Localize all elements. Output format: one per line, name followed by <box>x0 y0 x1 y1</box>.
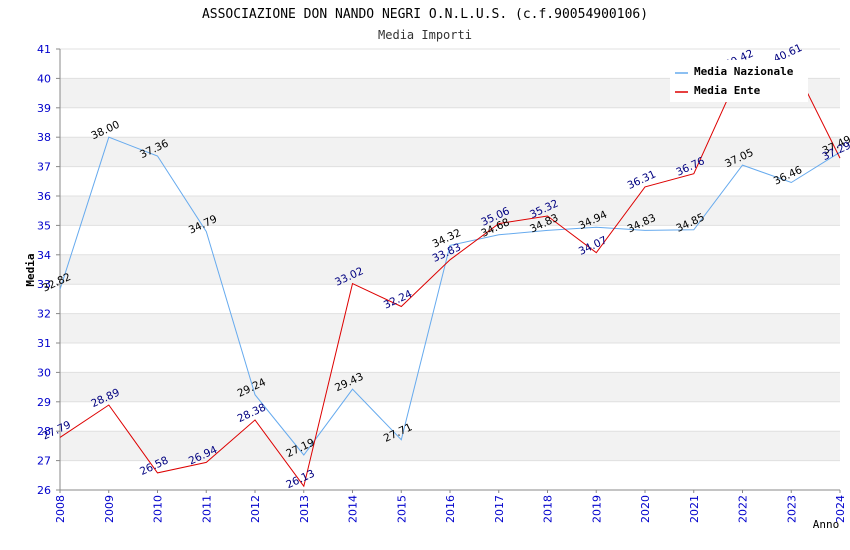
grid-bands <box>60 48 840 491</box>
series-lines <box>59 59 841 488</box>
y-tick-label: 34 <box>37 249 51 262</box>
x-axis-label: Anno <box>813 518 840 531</box>
legend-box <box>670 60 808 102</box>
y-tick-label: 30 <box>37 366 51 379</box>
grid-band <box>60 225 840 255</box>
chart-title: ASSOCIAZIONE DON NANDO NEGRI O.N.L.U.S. … <box>202 7 648 22</box>
x-tick-label: 2019 <box>590 495 603 523</box>
y-tick-label: 28 <box>37 425 51 438</box>
grid-band <box>60 431 840 461</box>
x-tick-label: 2009 <box>103 495 116 523</box>
y-tick-label: 27 <box>37 455 51 468</box>
grid-band <box>60 343 840 373</box>
y-tick-label: 31 <box>37 337 51 350</box>
x-tick-label: 2014 <box>347 495 360 523</box>
x-tick-label: 2012 <box>249 495 262 523</box>
grid-band <box>60 284 840 314</box>
y-axis-label: Media <box>24 253 37 286</box>
grid-band <box>60 137 840 167</box>
x-tick-label: 2018 <box>542 495 555 523</box>
y-tick-label: 29 <box>37 396 51 409</box>
x-tick-label: 2020 <box>639 495 652 523</box>
grid-band <box>60 401 840 432</box>
series-line-media-ente <box>59 59 841 488</box>
y-tick-label: 40 <box>37 72 51 85</box>
y-tick-label: 35 <box>37 219 51 232</box>
series-line-media-nazionale <box>59 136 841 456</box>
grid-band <box>60 166 840 196</box>
y-tick-label: 39 <box>37 102 51 115</box>
y-tick-label: 33 <box>37 278 51 291</box>
y-tick-label: 26 <box>37 484 51 497</box>
x-tick-label: 2011 <box>200 495 213 523</box>
x-tick-label: 2010 <box>152 495 165 523</box>
y-tick-label: 37 <box>37 161 51 174</box>
x-tick-label: 2017 <box>493 495 506 523</box>
x-tick-label: 2008 <box>54 495 67 523</box>
legend: Media Nazionale Media Ente <box>670 60 808 102</box>
x-tick-label: 2015 <box>395 495 408 523</box>
x-axis-ticks: 2008 2009 2010 2011 2012 2013 2014 2015 2016 2017… <box>54 490 847 523</box>
y-axis-ticks: 26 27 28 29 30 31 32 33 34 35 36 37 38 39 40 41 <box>37 43 60 497</box>
grid-band <box>60 313 840 343</box>
legend-label-ente: Media Ente <box>694 84 761 97</box>
grid-band <box>60 372 840 402</box>
x-tick-label: 2021 <box>688 495 701 523</box>
grid-band <box>60 107 840 138</box>
x-tick-label: 2024 <box>834 495 847 523</box>
x-tick-label: 2013 <box>298 495 311 523</box>
x-tick-label: 2022 <box>737 495 750 523</box>
x-tick-label: 2023 <box>785 495 798 523</box>
y-tick-label: 38 <box>37 131 51 144</box>
y-tick-label: 41 <box>37 43 51 56</box>
chart-subtitle: Media Importi <box>378 28 472 42</box>
grid-band <box>60 460 840 490</box>
grid-band <box>60 196 840 226</box>
x-tick-label: 2016 <box>444 495 457 523</box>
y-tick-label: 32 <box>37 308 51 321</box>
legend-label-nazionale: Media Nazionale <box>694 65 794 78</box>
y-tick-label: 36 <box>37 190 51 203</box>
